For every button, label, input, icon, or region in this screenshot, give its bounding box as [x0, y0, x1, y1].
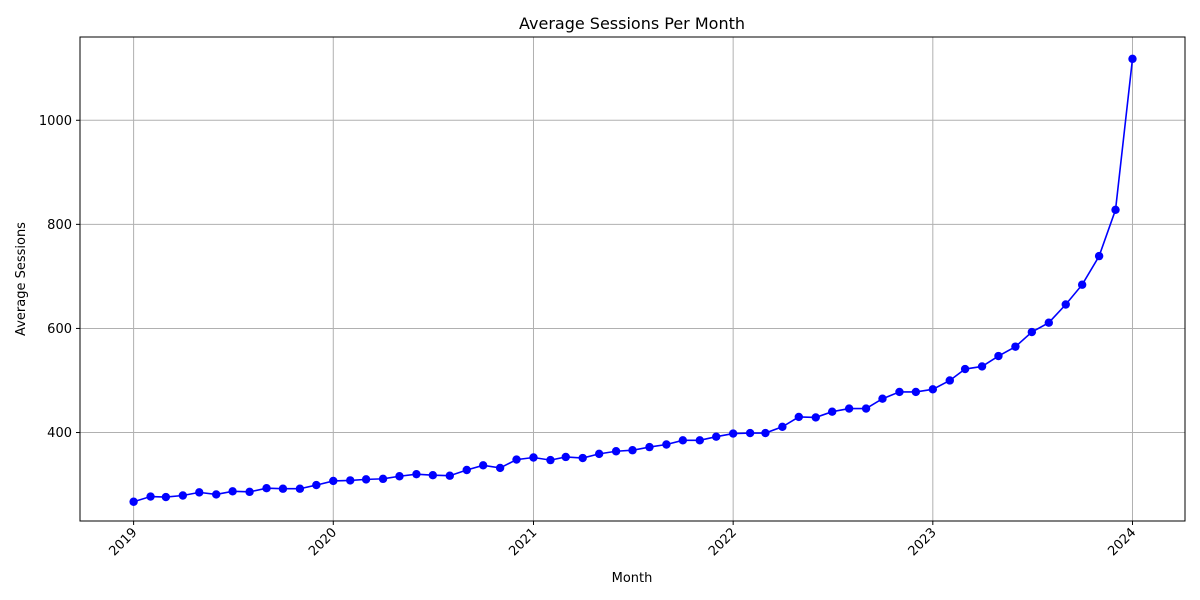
data-point — [628, 446, 637, 455]
data-point — [945, 376, 954, 385]
x-tick-label: 2021 — [506, 525, 540, 559]
data-point — [395, 472, 404, 481]
data-point — [329, 476, 338, 486]
data-point — [1061, 300, 1070, 309]
data-point — [878, 394, 887, 403]
y-tick-label: 400 — [47, 426, 72, 441]
data-point — [761, 428, 770, 438]
data-point — [977, 362, 987, 371]
data-point — [678, 436, 688, 445]
data-point — [346, 476, 355, 485]
grid-lines — [80, 37, 1185, 521]
x-tick-label: 2019 — [106, 525, 140, 559]
series-sessions — [129, 54, 1137, 506]
data-point — [1044, 318, 1053, 327]
data-point — [578, 453, 587, 463]
data-point — [1128, 54, 1137, 64]
data-point — [728, 429, 738, 438]
x-tick-label: 2020 — [306, 525, 340, 559]
x-tick-label: 2022 — [706, 525, 740, 559]
data-point — [844, 404, 854, 413]
data-point — [161, 492, 171, 502]
data-point — [312, 480, 321, 490]
data-point — [146, 492, 155, 501]
y-axis-label: Average Sessions — [14, 222, 29, 336]
data-point — [928, 385, 938, 394]
data-point — [262, 484, 271, 493]
data-point — [1011, 342, 1020, 351]
data-point — [529, 453, 538, 462]
data-point — [645, 442, 654, 452]
data-point — [495, 463, 505, 473]
data-point — [478, 461, 488, 470]
data-point — [129, 497, 138, 506]
data-point — [428, 471, 438, 480]
data-point — [1094, 251, 1104, 261]
data-point — [911, 387, 921, 397]
data-point — [462, 465, 471, 475]
data-point — [228, 487, 237, 496]
data-point — [1077, 280, 1087, 289]
x-axis-label: Month — [612, 571, 653, 586]
data-point — [546, 455, 555, 465]
chart-title: Average Sessions Per Month — [519, 14, 745, 33]
data-point — [212, 490, 221, 499]
data-point — [861, 404, 871, 413]
data-point — [895, 387, 904, 397]
data-point — [711, 432, 721, 441]
data-point — [1027, 327, 1037, 337]
data-point — [1111, 205, 1120, 214]
x-tick-label: 2023 — [906, 525, 940, 559]
data-point — [695, 436, 704, 445]
data-point — [178, 491, 188, 500]
y-tick-label: 1000 — [39, 114, 72, 129]
data-point — [445, 471, 454, 480]
series-line — [133, 58, 1134, 503]
data-point — [827, 407, 837, 416]
plot-frame — [79, 36, 1186, 522]
x-tick-label: 2024 — [1105, 525, 1139, 559]
y-tick-label: 800 — [47, 218, 72, 233]
data-point — [361, 475, 371, 484]
data-point — [412, 469, 421, 479]
data-point — [245, 487, 254, 497]
data-point — [794, 412, 803, 422]
y-tick-label: 600 — [47, 322, 72, 337]
data-point — [960, 364, 970, 374]
data-point — [512, 455, 521, 464]
data-point — [378, 474, 388, 484]
data-point — [745, 428, 755, 438]
data-point — [994, 351, 1003, 361]
data-point — [811, 413, 820, 422]
data-point — [778, 422, 787, 432]
data-point — [594, 449, 604, 459]
data-point — [662, 440, 671, 449]
data-point — [195, 488, 204, 497]
data-point — [278, 484, 288, 493]
data-point — [561, 452, 570, 462]
data-point — [611, 447, 621, 456]
data-point — [295, 484, 305, 493]
